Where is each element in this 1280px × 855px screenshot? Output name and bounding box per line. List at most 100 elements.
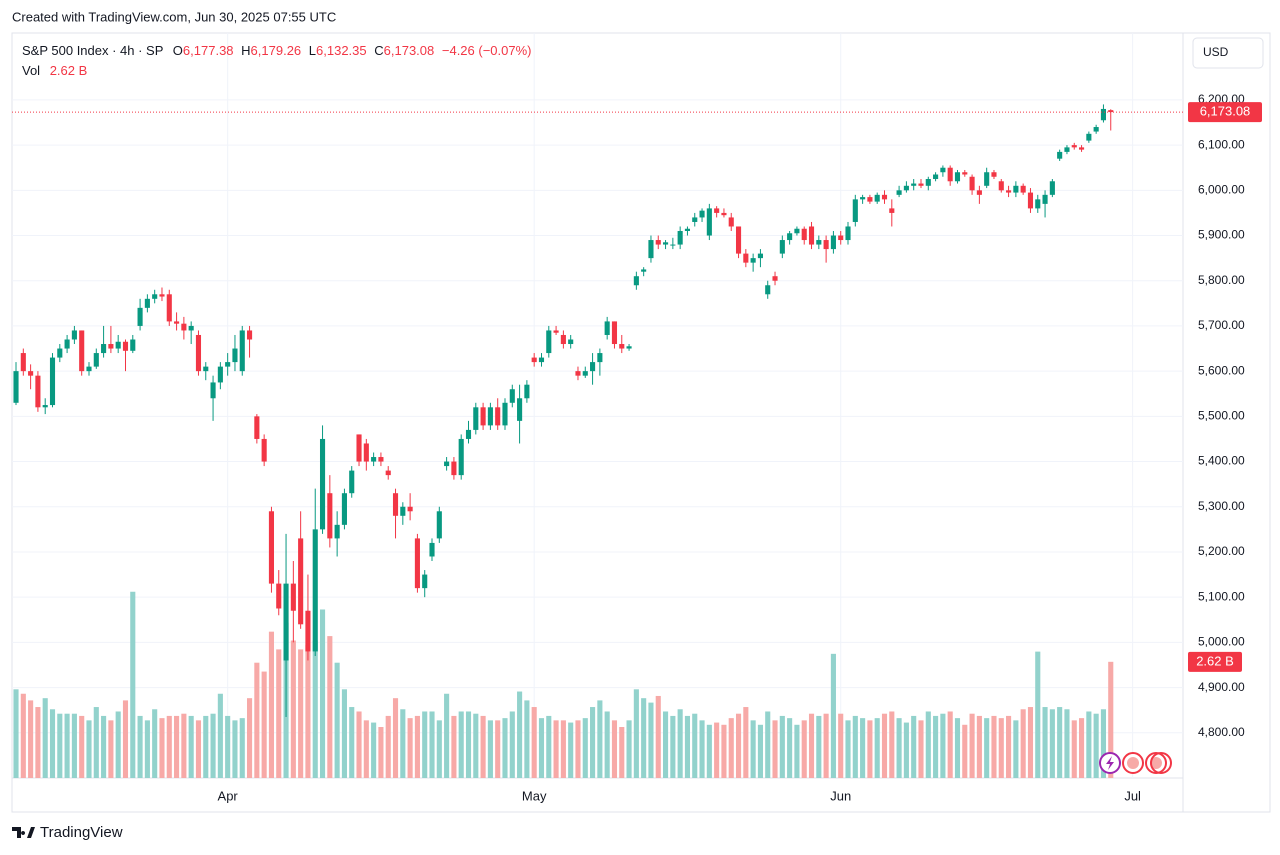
volume-bar (239, 718, 245, 778)
volume-bar (933, 715, 939, 778)
candle-body (838, 235, 844, 241)
candle-body (28, 371, 34, 376)
volume-bar (743, 707, 749, 778)
candle-body (765, 285, 771, 295)
candle-body (1064, 147, 1070, 152)
volume-bar (130, 591, 136, 778)
event-icon[interactable] (1150, 752, 1172, 774)
volume-bar (896, 718, 902, 778)
candle-body (20, 353, 26, 372)
candle-body (436, 511, 442, 539)
candle-body (35, 375, 41, 408)
candle-body (473, 407, 479, 430)
volume-bar (918, 720, 924, 778)
candle-body (641, 269, 647, 272)
candle-body (268, 511, 275, 584)
volume-bar (166, 715, 172, 778)
volume-bar (268, 631, 275, 778)
candle-body (670, 244, 676, 246)
candle-body (714, 208, 720, 213)
volume-bar (473, 713, 479, 778)
volume-bar (458, 711, 464, 778)
volume-bar (327, 636, 333, 778)
candle-body (115, 341, 121, 349)
y-tick-label: 6,000.00 (1198, 182, 1245, 196)
volume-bar (502, 718, 508, 778)
currency-button[interactable] (1192, 37, 1264, 69)
icon-glyph (1106, 756, 1114, 770)
logo-mark (12, 827, 35, 838)
panel-border (11, 32, 1271, 813)
volume-bar (641, 698, 647, 778)
x-tick-label: Apr (218, 788, 239, 803)
candle-body (947, 167, 953, 182)
candle-body (392, 493, 399, 516)
volume-bar (93, 707, 99, 778)
volume-bar (188, 715, 194, 778)
candle-body (772, 276, 778, 281)
candle-body (1108, 110, 1114, 113)
event-icons (1099, 752, 1172, 774)
volume-bar (874, 718, 880, 778)
volume-bar (1093, 713, 1099, 778)
candle-body (553, 330, 559, 333)
volume-bar (1042, 707, 1048, 778)
volume-bar (611, 720, 618, 778)
volume-bar (35, 707, 41, 778)
y-tick-label: 5,200.00 (1198, 544, 1245, 558)
volume-bar (692, 713, 698, 778)
volume-bar (254, 662, 260, 778)
volume-bar (101, 715, 107, 778)
candle-body (480, 407, 486, 426)
volume-bar (13, 689, 19, 778)
candle-body (604, 321, 610, 335)
volume-bar (553, 720, 559, 778)
volume-legend: Vol 2.62 B (22, 63, 87, 78)
volume-bar (1100, 709, 1107, 778)
volume-bar (560, 720, 566, 778)
candle-body (779, 240, 785, 254)
volume-bar (582, 718, 588, 778)
candle-body (414, 538, 420, 589)
volume-bar (385, 715, 391, 778)
candle-body (626, 346, 632, 349)
volume-bar (1020, 709, 1026, 778)
candle-body (166, 294, 172, 322)
candle-body (363, 443, 369, 462)
candle-body (874, 194, 880, 202)
volume-bar (79, 715, 85, 778)
volume-bar (356, 711, 362, 778)
candle-body (1027, 192, 1034, 209)
candle-body (560, 334, 566, 345)
candle-body (458, 438, 464, 476)
candle-body (757, 253, 763, 259)
candle-body (889, 208, 895, 213)
volume-bar (684, 715, 691, 778)
volume-bar (604, 711, 610, 778)
candle-body (940, 167, 946, 173)
volume-bar (487, 720, 493, 778)
y-tick-label: 4,800.00 (1198, 725, 1245, 739)
candle-body (349, 470, 355, 494)
volume-bar (363, 720, 369, 778)
candle-body (451, 461, 457, 476)
candle-body (881, 194, 888, 200)
volume-bar (546, 715, 552, 778)
last-price-box (1188, 102, 1262, 123)
volume-bar (626, 720, 632, 778)
volume-bar (42, 698, 48, 778)
candle-body (210, 382, 216, 399)
candle-body (385, 470, 391, 476)
volume-bar (312, 640, 318, 778)
symbol: S&P 500 Index · 4h · SP (22, 43, 163, 58)
volume-bar (1049, 709, 1055, 778)
y-tick-label: 5,000.00 (1198, 635, 1245, 649)
candle-body (962, 172, 968, 175)
volume-bar (57, 713, 63, 778)
volume-bar (677, 709, 683, 778)
candle-body (969, 176, 975, 191)
volume-bar (881, 713, 888, 778)
volume-bar (319, 609, 326, 778)
volume-bar (181, 713, 187, 778)
